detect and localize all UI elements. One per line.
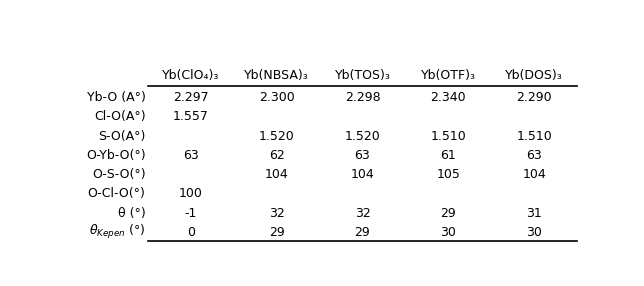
Text: 1.520: 1.520 xyxy=(259,130,294,142)
Text: O-S-O(°): O-S-O(°) xyxy=(91,168,146,181)
Text: 32: 32 xyxy=(355,206,370,220)
Text: S-O(A°): S-O(A°) xyxy=(98,130,146,142)
Text: O-Yb-O(°): O-Yb-O(°) xyxy=(86,149,146,162)
Text: 29: 29 xyxy=(269,226,285,239)
Text: 30: 30 xyxy=(440,226,457,239)
Text: 32: 32 xyxy=(269,206,285,220)
Text: O-Cl-O(°): O-Cl-O(°) xyxy=(88,187,146,200)
Text: θ (°): θ (°) xyxy=(118,206,146,220)
Text: 29: 29 xyxy=(355,226,370,239)
Text: 63: 63 xyxy=(183,149,199,162)
Text: 62: 62 xyxy=(269,149,285,162)
Text: -1: -1 xyxy=(185,206,197,220)
Text: 1.510: 1.510 xyxy=(430,130,466,142)
Text: $\theta_{Kepen}$ (°): $\theta_{Kepen}$ (°) xyxy=(89,223,146,241)
Text: Yb(NBSA)₃: Yb(NBSA)₃ xyxy=(244,69,309,82)
Text: 2.298: 2.298 xyxy=(345,91,381,104)
Text: 100: 100 xyxy=(179,187,203,200)
Text: Yb-O (A°): Yb-O (A°) xyxy=(86,91,146,104)
Text: Yb(ClO₄)₃: Yb(ClO₄)₃ xyxy=(162,69,220,82)
Text: Yb(OTF)₃: Yb(OTF)₃ xyxy=(421,69,476,82)
Text: 105: 105 xyxy=(437,168,460,181)
Text: 2.297: 2.297 xyxy=(173,91,209,104)
Text: Yb(TOS)₃: Yb(TOS)₃ xyxy=(334,69,390,82)
Text: 2.340: 2.340 xyxy=(431,91,466,104)
Text: 31: 31 xyxy=(526,206,542,220)
Text: 1.510: 1.510 xyxy=(516,130,552,142)
Text: 104: 104 xyxy=(522,168,546,181)
Text: 1.557: 1.557 xyxy=(173,110,209,123)
Text: Yb(DOS)₃: Yb(DOS)₃ xyxy=(506,69,563,82)
Text: 104: 104 xyxy=(350,168,374,181)
Text: 0: 0 xyxy=(187,226,194,239)
Text: 104: 104 xyxy=(265,168,289,181)
Text: 2.300: 2.300 xyxy=(259,91,294,104)
Text: 30: 30 xyxy=(526,226,542,239)
Text: 29: 29 xyxy=(440,206,456,220)
Text: 2.290: 2.290 xyxy=(516,91,552,104)
Text: Cl-O(A°): Cl-O(A°) xyxy=(94,110,146,123)
Text: 63: 63 xyxy=(526,149,542,162)
Text: 63: 63 xyxy=(355,149,370,162)
Text: 61: 61 xyxy=(440,149,456,162)
Text: 1.520: 1.520 xyxy=(345,130,381,142)
